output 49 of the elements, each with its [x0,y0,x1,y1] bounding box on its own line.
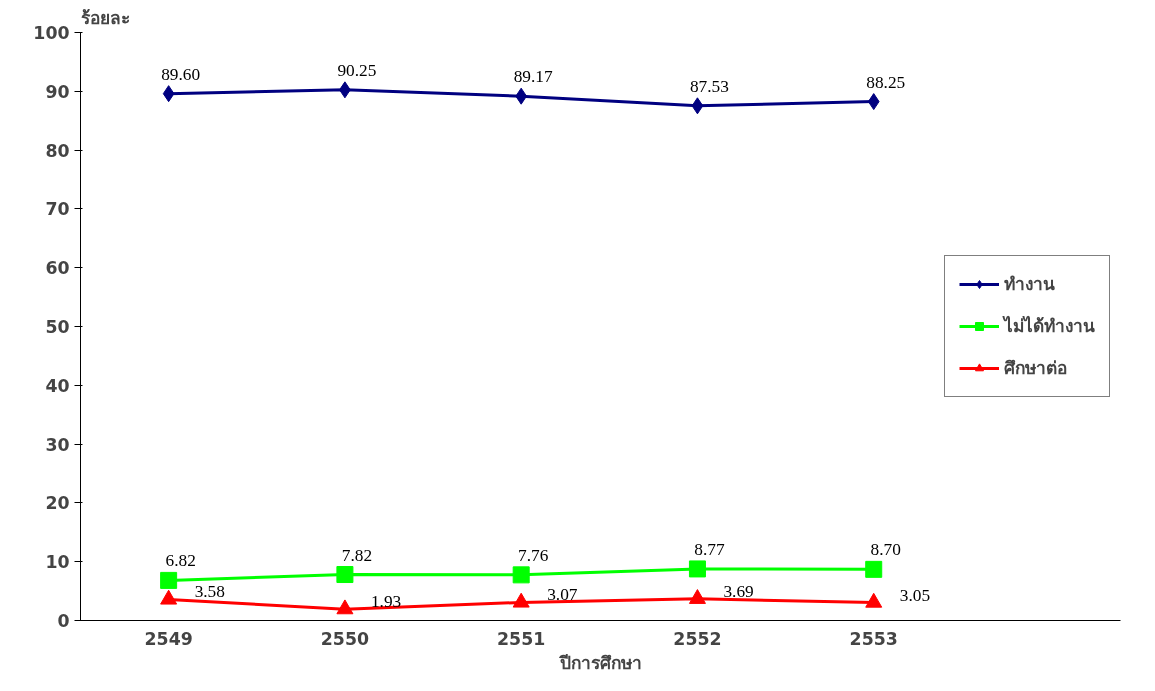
y-tick-label: 0 [57,611,70,631]
data-label: 89.17 [513,67,554,87]
data-label: 7.82 [341,545,373,565]
point [512,592,530,608]
data-label: 8.70 [870,540,901,560]
data-label: 90.25 [337,60,377,80]
x-tick-label: 2553 [849,628,898,649]
point [688,560,706,578]
data-label: 87.53 [689,76,729,96]
y-tick-label: 50 [45,317,70,337]
legend-label: ทำงาน [1004,273,1055,296]
point [336,599,354,615]
y-axis-title: ร้อยละ [80,7,130,28]
x-tick-label: 2552 [673,628,722,649]
legend-label: ศึกษาต่อ [1004,357,1067,380]
y-tick-label: 100 [33,23,70,43]
point [867,93,880,111]
x-tick-label: 2550 [320,628,370,649]
y-tick-label: 70 [45,199,70,220]
point [160,571,178,589]
point [336,566,354,584]
y-tick-label: 40 [45,375,70,396]
x-tick-label: 2549 [144,628,193,649]
y-tick-label: 20 [45,493,70,514]
point [512,566,530,584]
y-tick-label: 60 [45,258,70,279]
point [160,589,178,605]
point [162,85,175,103]
data-label: 6.82 [165,551,196,571]
y-tick-label: 80 [45,140,70,161]
x-axis-title: ปีการศึกษา [558,652,642,673]
point [688,589,706,604]
data-label: 3.58 [194,582,225,602]
point [691,97,704,115]
y-tick-label: 30 [45,434,70,455]
data-label: 3.05 [899,585,931,605]
point [865,560,883,578]
data-label: 88.25 [866,72,906,92]
data-label: 8.77 [694,539,725,559]
point [865,592,883,608]
data-label: 7.76 [518,545,549,565]
y-tick-label: 10 [45,552,70,573]
x-tick-label: 2551 [497,628,546,649]
legend-label: ไม่ได้ทำงาน [1004,315,1095,338]
data-label: 3.69 [723,581,754,601]
data-label: 3.07 [547,585,578,605]
data-label: 89.60 [161,64,201,84]
point [515,87,528,105]
y-tick-label: 90 [45,81,70,102]
